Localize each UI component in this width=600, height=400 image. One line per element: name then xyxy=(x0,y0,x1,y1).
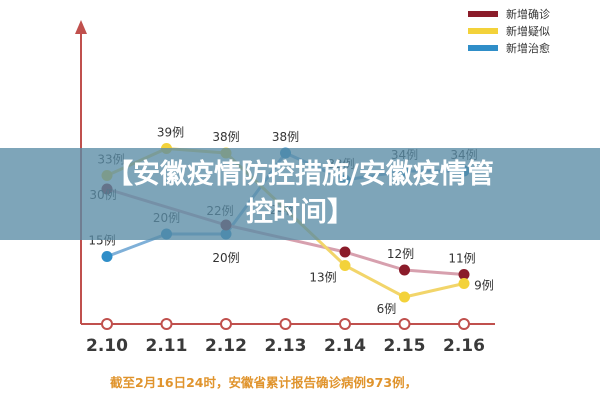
legend-label: 新增疑似 xyxy=(506,24,550,38)
x-tick-label: 2.10 xyxy=(86,336,128,356)
legend-swatch-confirmed xyxy=(468,11,498,17)
data-point-confirmed xyxy=(399,264,410,276)
data-point-cured xyxy=(101,251,113,262)
x-tick-marker xyxy=(101,318,113,330)
x-tick-label: 2.14 xyxy=(324,336,366,356)
data-label: 12例 xyxy=(387,247,414,261)
x-tick-label: 2.11 xyxy=(146,336,188,356)
data-label: 11例 xyxy=(448,252,475,266)
x-tick-label: 2.13 xyxy=(265,336,307,356)
x-tick-marker xyxy=(339,318,351,330)
legend-label: 新增确诊 xyxy=(506,7,550,21)
x-tick-marker xyxy=(160,318,173,330)
legend-swatch-suspected xyxy=(468,28,498,34)
x-tick-marker xyxy=(220,318,232,330)
banner-line-1: 【安徽疫情防控措施/安徽疫情管 xyxy=(106,159,494,190)
x-tick-label: 2.16 xyxy=(443,336,485,356)
data-point-confirmed xyxy=(458,269,470,280)
chart-axes xyxy=(75,20,495,330)
data-point-suspected xyxy=(458,278,470,289)
data-point-confirmed xyxy=(339,246,351,258)
data-point-suspected xyxy=(339,260,351,271)
footer-note: 截至2月16日24时，安徽省累计报告确诊病例973例， xyxy=(110,375,418,390)
data-label: 13例 xyxy=(309,271,336,285)
x-tick-label: 2.15 xyxy=(384,336,426,356)
data-label: 38例 xyxy=(212,130,239,144)
banner-line-2: 控时间】 xyxy=(246,197,354,228)
data-point-suspected xyxy=(399,291,410,303)
x-tick-label: 2.12 xyxy=(205,336,247,356)
data-label: 39例 xyxy=(157,126,184,140)
x-tick-marker xyxy=(398,318,411,330)
x-tick-labels: 2.10 2.11 2.12 2.13 2.14 2.15 2.16 xyxy=(86,336,485,356)
data-label: 9例 xyxy=(474,279,494,293)
x-tick-marker xyxy=(458,318,470,330)
x-tick-marker xyxy=(279,318,292,330)
legend-swatch-cured xyxy=(468,45,498,51)
data-label: 20例 xyxy=(212,251,239,265)
title-banner: 【安徽疫情防控措施/安徽疫情管 控时间】 xyxy=(0,148,600,240)
y-axis-arrow xyxy=(75,20,87,34)
data-label: 6例 xyxy=(377,302,397,316)
legend-label: 新增治愈 xyxy=(506,41,550,55)
data-label: 38例 xyxy=(272,130,299,144)
